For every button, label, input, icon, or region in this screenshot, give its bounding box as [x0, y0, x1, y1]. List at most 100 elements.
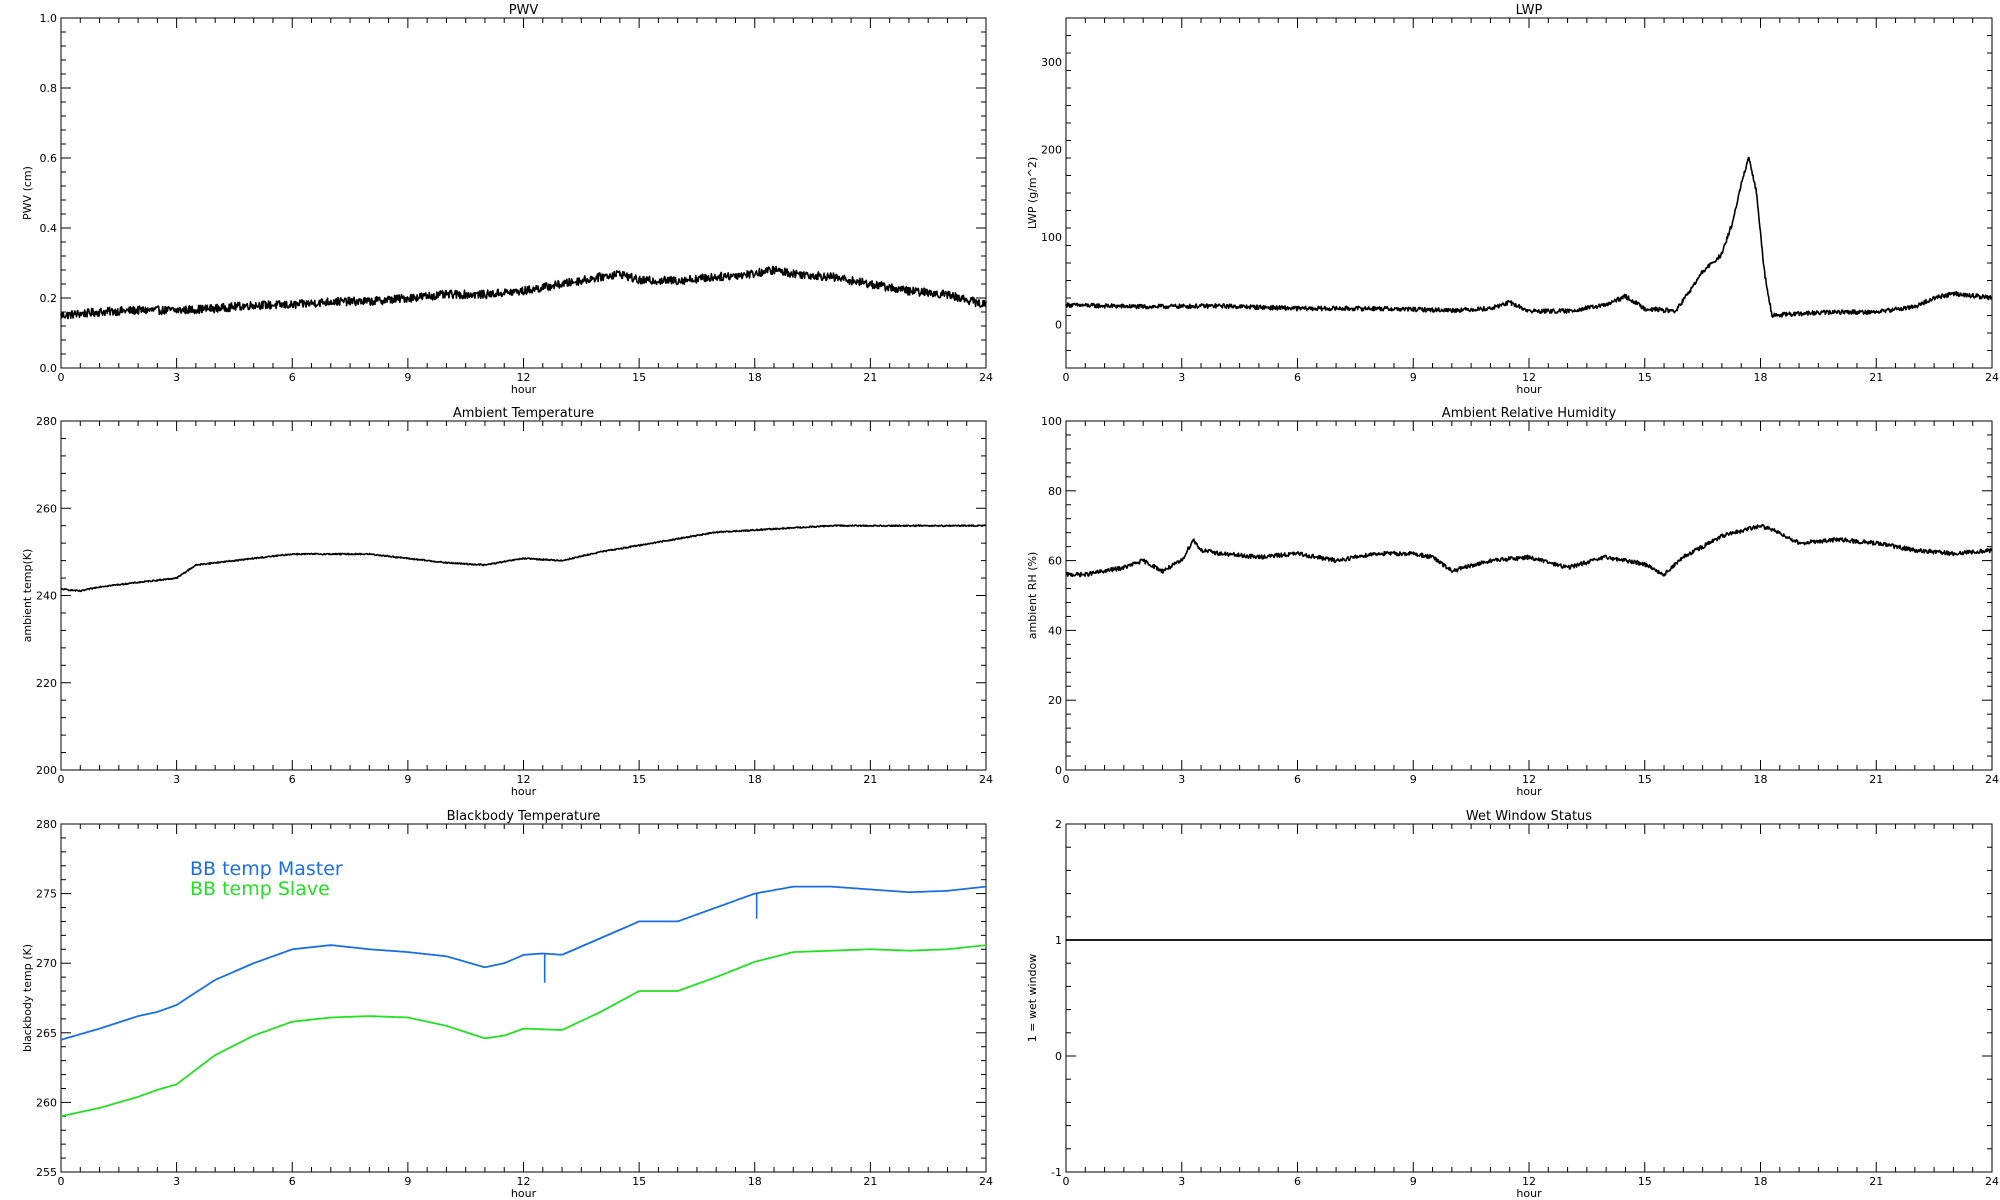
y-axis-label: ambient temp(K)	[21, 549, 34, 643]
chart-title: Ambient Relative Humidity	[1442, 406, 1617, 421]
x-tick-label: 12	[517, 371, 531, 384]
series-line-pwv	[60, 265, 987, 320]
x-tick-label: 3	[1178, 371, 1185, 384]
y-tick-label: 2	[1055, 818, 1062, 831]
y-tick-label: 100	[1041, 415, 1062, 428]
x-axis-label: hour	[511, 383, 537, 396]
y-tick-label: 200	[1041, 143, 1062, 156]
series-line-lwp	[1065, 156, 1993, 318]
x-tick-label: 15	[1638, 1175, 1652, 1188]
x-tick-label: 15	[632, 371, 646, 384]
y-axis-label: PWV (cm)	[21, 166, 34, 220]
x-tick-label: 6	[289, 1175, 296, 1188]
y-tick-label: 255	[36, 1166, 57, 1179]
y-axis-label: LWP (g/m^2)	[1026, 157, 1039, 229]
y-tick-label: 1	[1055, 934, 1062, 947]
x-tick-label: 18	[1754, 371, 1768, 384]
y-tick-label: 270	[36, 957, 57, 970]
y-tick-label: 220	[36, 677, 57, 690]
y-axis-label: ambient RH (%)	[1026, 552, 1039, 640]
plot-frame	[60, 17, 987, 369]
y-tick-label: 100	[1041, 231, 1062, 244]
y-tick-label: 0	[1055, 1050, 1062, 1063]
y-tick-label: 260	[36, 502, 57, 515]
x-tick-label: 0	[58, 1175, 65, 1188]
y-tick-label: 280	[36, 415, 57, 428]
x-tick-label: 21	[1869, 773, 1883, 786]
chart-pwv: PWV 0 3 6 9 12 15 18 21 24 0.0 0.2 0.4 0.6 0.8 1.0 hour P…	[21, 3, 993, 396]
plot-frame	[1065, 823, 1993, 1173]
x-tick-label: 3	[173, 1175, 180, 1188]
plot-frame	[1065, 420, 1993, 771]
x-axis-label: hour	[1516, 785, 1542, 798]
x-tick-label: 9	[404, 1175, 411, 1188]
x-tick-label: 12	[1522, 1175, 1536, 1188]
series-line-ambient_rh	[1065, 523, 1993, 578]
x-axis-label: hour	[511, 1187, 537, 1200]
y-tick-label: 0.0	[40, 362, 58, 375]
y-tick-label: 0.2	[40, 292, 58, 305]
x-tick-label: 6	[1294, 1175, 1301, 1188]
y-tick-label: 60	[1048, 555, 1062, 568]
y-tick-label: 40	[1048, 624, 1062, 637]
x-axis-label: hour	[1516, 383, 1542, 396]
y-tick-label: 20	[1048, 694, 1062, 707]
y-tick-label: 265	[36, 1027, 57, 1040]
chart-title: Wet Window Status	[1466, 809, 1592, 824]
chart-title: Ambient Temperature	[453, 406, 594, 421]
y-tick-label: 240	[36, 590, 57, 603]
x-tick-label: 6	[289, 773, 296, 786]
chart-title: PWV	[509, 3, 539, 18]
x-tick-label: 12	[517, 773, 531, 786]
y-tick-label: 300	[1041, 56, 1062, 69]
y-axis-label: 1 = wet window	[1026, 954, 1039, 1043]
x-tick-label: 24	[979, 1175, 993, 1188]
x-tick-label: 18	[1754, 773, 1768, 786]
x-tick-label: 0	[1063, 773, 1070, 786]
series-line-bb-temp-slave	[60, 944, 987, 1118]
x-axis-label: hour	[511, 785, 537, 798]
y-tick-label: 260	[36, 1096, 57, 1109]
x-tick-label: 18	[1754, 1175, 1768, 1188]
x-tick-label: 6	[1294, 773, 1301, 786]
chart-ambient_rh: Ambient Relative Humidity 0 3 6 9 12 15 18 21 24 0…	[1026, 406, 1999, 798]
chart-title: LWP	[1516, 3, 1543, 18]
x-tick-label: 15	[632, 1175, 646, 1188]
x-tick-label: 0	[1063, 1175, 1070, 1188]
y-tick-label: 200	[36, 764, 57, 777]
x-axis-label: hour	[1516, 1187, 1542, 1200]
y-tick-label: 1.0	[40, 12, 58, 25]
x-tick-label: 24	[979, 371, 993, 384]
y-tick-label: 0.4	[40, 222, 58, 235]
x-tick-label: 9	[1410, 371, 1417, 384]
x-tick-label: 12	[517, 1175, 531, 1188]
x-tick-label: 3	[1178, 1175, 1185, 1188]
x-tick-label: 15	[632, 773, 646, 786]
y-tick-label: 80	[1048, 485, 1062, 498]
y-tick-label: 0.8	[40, 82, 58, 95]
x-tick-label: 15	[1638, 371, 1652, 384]
y-tick-label: 0	[1055, 318, 1062, 331]
x-tick-label: 24	[1985, 371, 1999, 384]
x-tick-label: 6	[1294, 371, 1301, 384]
x-tick-label: 3	[173, 371, 180, 384]
x-tick-label: 24	[979, 773, 993, 786]
x-tick-label: 9	[404, 773, 411, 786]
x-tick-label: 18	[748, 371, 762, 384]
y-axis-label: blackbody temp (K)	[21, 944, 34, 1052]
x-tick-label: 15	[1638, 773, 1652, 786]
x-tick-label: 0	[58, 371, 65, 384]
y-tick-label: 275	[36, 888, 57, 901]
legend-entry: BB temp Slave	[190, 878, 330, 900]
x-tick-label: 18	[748, 1175, 762, 1188]
x-tick-label: 21	[863, 371, 877, 384]
x-tick-label: 12	[1522, 371, 1536, 384]
x-tick-label: 3	[1178, 773, 1185, 786]
series-line-ambient_temp	[60, 524, 987, 593]
x-tick-label: 9	[1410, 1175, 1417, 1188]
y-tick-label: -1	[1051, 1166, 1062, 1179]
x-tick-label: 6	[289, 371, 296, 384]
chart-lwp: LWP 0 3 6 9 12 15 18 21 24 0 100 200 300 hour LWP (g/m^…	[1026, 3, 1999, 396]
